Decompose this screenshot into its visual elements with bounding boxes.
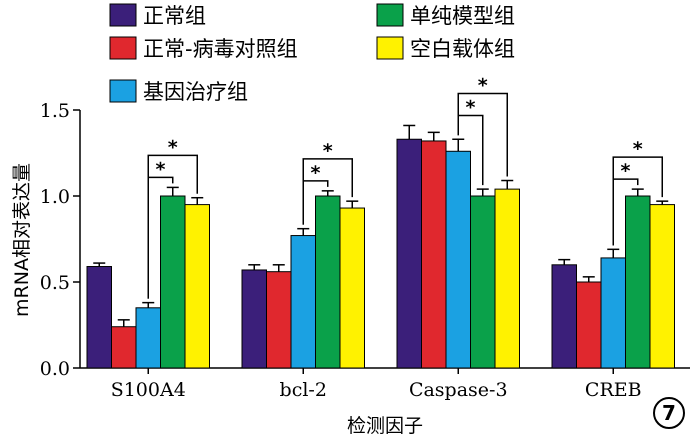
significance-star: *: [633, 138, 643, 160]
bar: [649, 204, 675, 369]
significance-bracket: [457, 92, 508, 177]
bar: [160, 195, 186, 369]
bars: [86, 124, 675, 369]
bar: [445, 150, 471, 369]
bar: [184, 204, 210, 369]
legend-label: 正常-病毒对照组: [143, 37, 298, 61]
y-tick-label: 0.5: [40, 272, 70, 294]
bar: [551, 264, 577, 369]
significance-star: *: [156, 158, 166, 180]
significance-star: *: [466, 96, 476, 118]
bar: [111, 326, 137, 369]
significance-bracket: [302, 158, 353, 225]
significance-bracket: [612, 156, 663, 246]
figure-number-circle: [653, 397, 685, 429]
significance-brackets: ********: [147, 74, 663, 299]
significance-bracket: [147, 154, 198, 299]
legend-label: 空白载体组: [410, 37, 515, 61]
significance-star: *: [168, 136, 178, 158]
legend-label: 单纯模型组: [410, 4, 515, 28]
significance-star: *: [311, 162, 321, 184]
bar: [290, 235, 316, 369]
bar: [339, 207, 365, 369]
legend-label: 基因治疗组: [143, 80, 248, 104]
figure-number: 7: [662, 401, 676, 425]
x-category-label: S100A4: [111, 379, 186, 401]
bar: [494, 188, 520, 369]
legend-swatch: [376, 36, 404, 60]
y-tick-label: 0.0: [40, 358, 70, 380]
bar: [470, 195, 496, 369]
bar: [315, 195, 341, 369]
bar: [625, 195, 651, 369]
y-tick-label: 1.5: [40, 100, 70, 122]
significance-star: *: [323, 140, 333, 162]
legend-swatch: [109, 79, 137, 103]
significance-star: *: [621, 160, 631, 182]
bar: [135, 307, 161, 369]
legend-swatch: [109, 3, 137, 27]
x-category-label: CREB: [585, 379, 642, 401]
legend-swatch: [109, 36, 137, 60]
bar: [421, 140, 447, 369]
y-ticks: 0.0 0.5 1.0 1.5: [40, 100, 80, 380]
bar: [86, 266, 112, 369]
x-category-labels: S100A4 bcl-2 Caspase-3 CREB: [111, 368, 642, 401]
y-axis-title: mRNA相对表达量: [11, 163, 33, 317]
bar: [266, 271, 292, 369]
bar: [600, 257, 626, 369]
x-axis-title: 检测因子: [347, 415, 423, 437]
bar: [396, 138, 422, 369]
x-category-label: Caspase-3: [409, 379, 508, 401]
legend-swatch: [376, 3, 404, 27]
legend-label: 正常组: [143, 4, 206, 28]
bar: [576, 281, 602, 369]
y-tick-label: 1.0: [40, 186, 70, 208]
bar: [241, 269, 267, 369]
significance-star: *: [478, 74, 488, 96]
x-category-label: bcl-2: [280, 379, 327, 401]
